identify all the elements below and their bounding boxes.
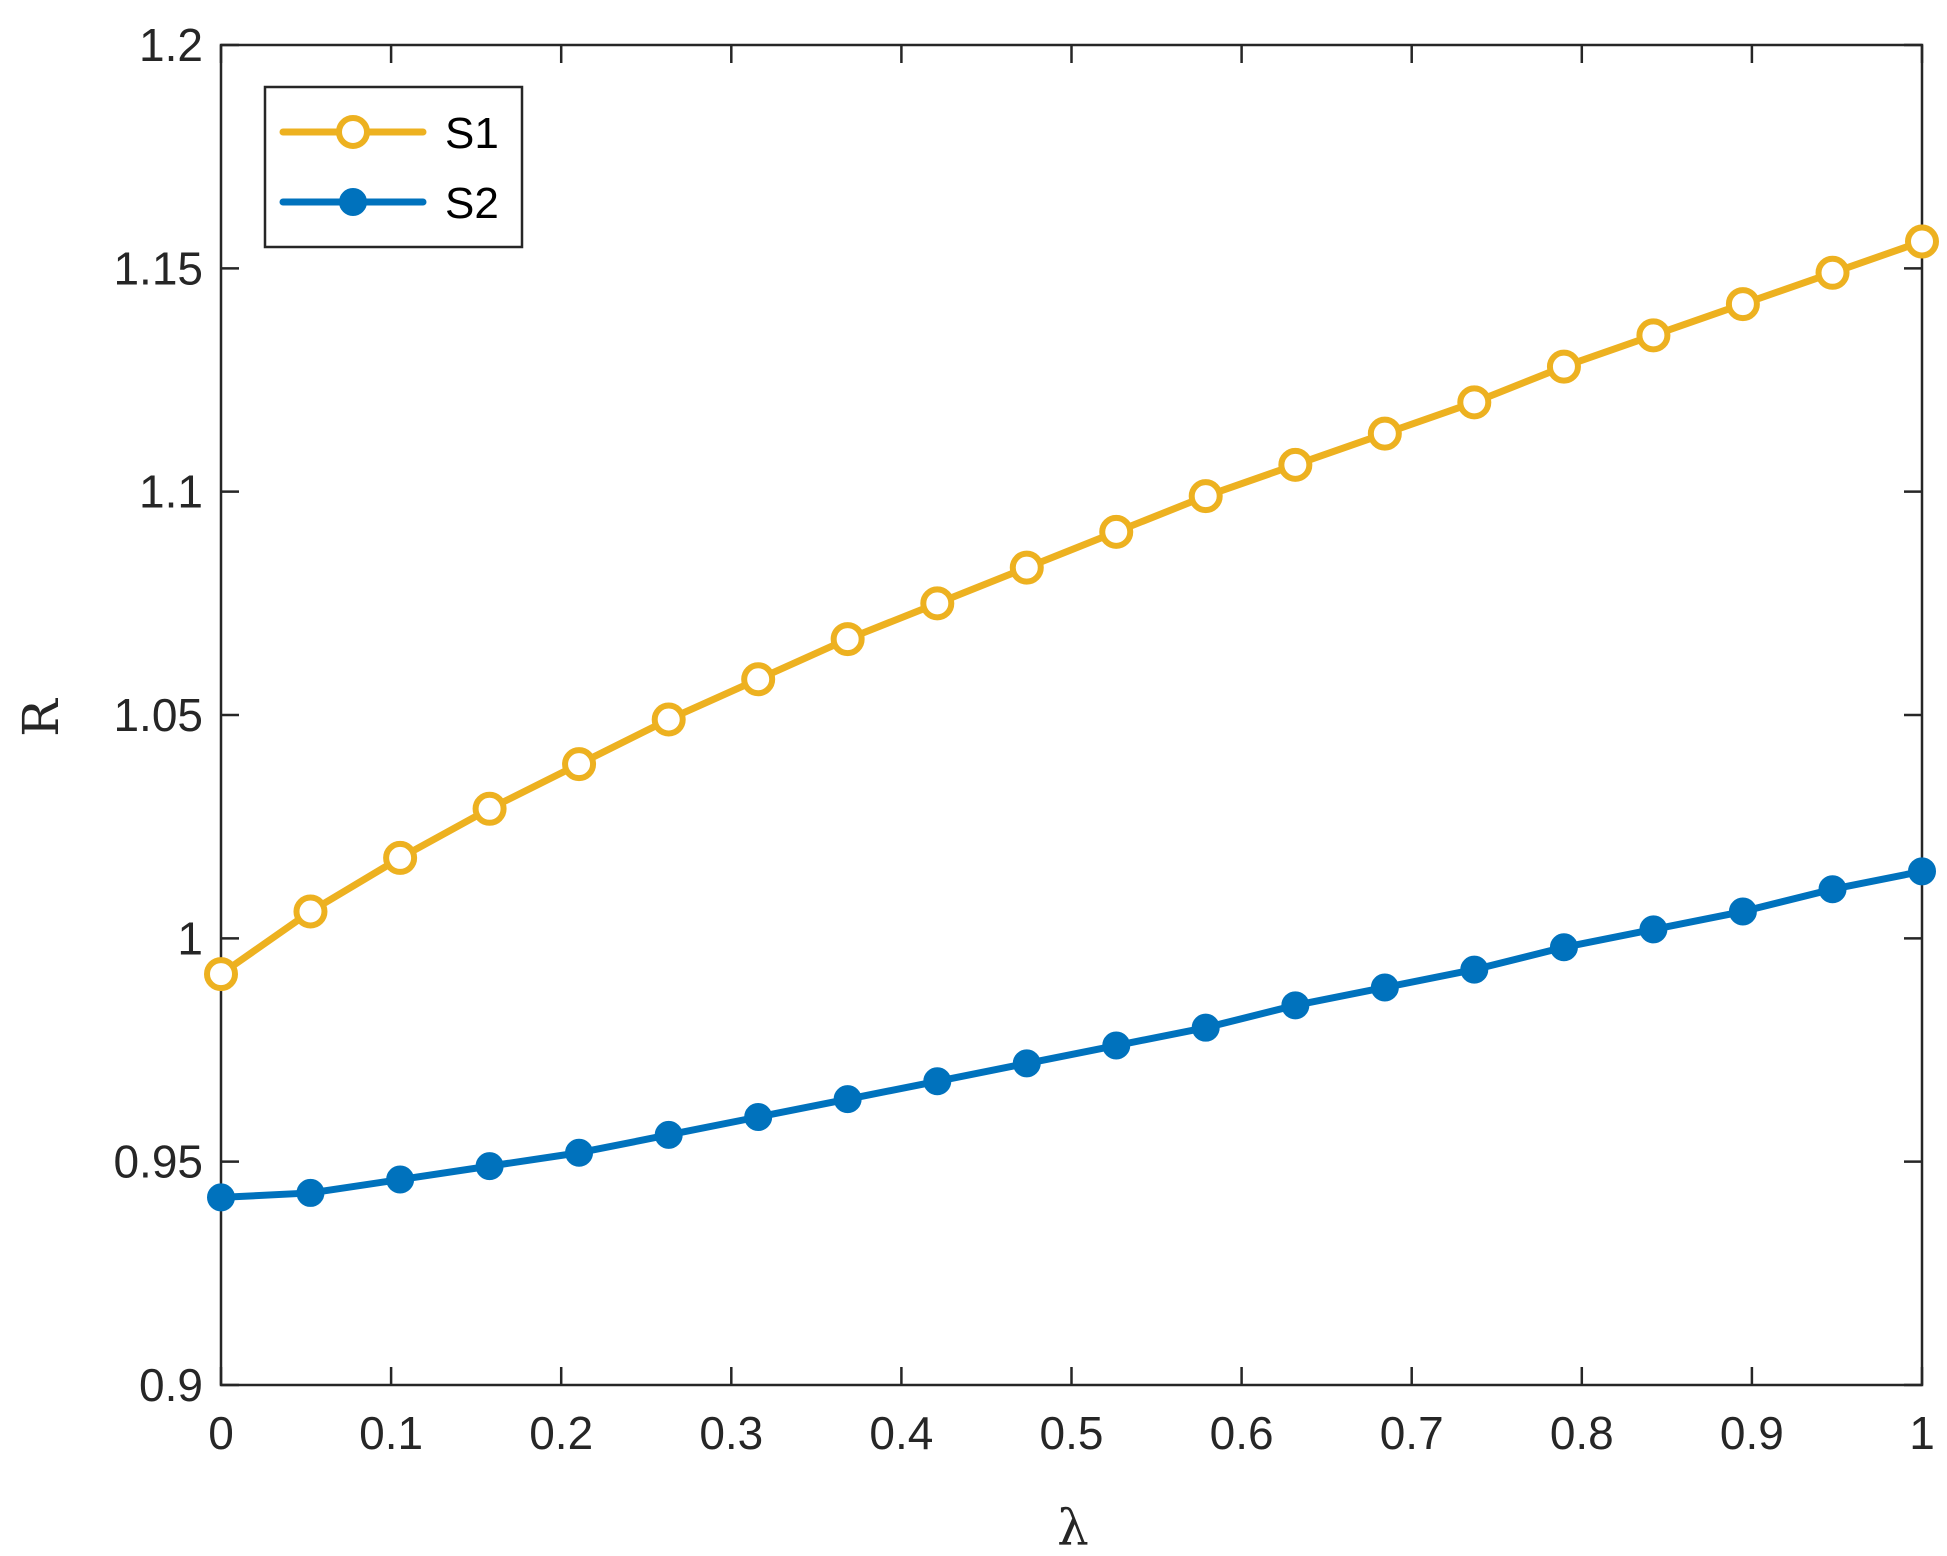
data-point-s2 [654,1120,683,1149]
data-point-s1 [472,791,507,826]
data-point-s1 [1905,224,1939,259]
data-point-s1 [1009,550,1044,585]
x-tick-label: 1 [1909,1407,1935,1459]
data-point-s1 [1188,479,1223,514]
data-point-s2 [923,1067,952,1096]
x-tick-label: 0.7 [1380,1407,1444,1459]
x-tick-label: 0.4 [869,1407,933,1459]
data-point-s2 [296,1178,325,1207]
data-point-s2 [1281,991,1310,1020]
x-tick-label: 0.6 [1210,1407,1274,1459]
legend-marker-s2 [339,188,367,216]
data-point-s1 [1725,287,1760,322]
data-point-s1 [1367,416,1402,451]
x-tick-label: 0.2 [529,1407,593,1459]
data-point-s2 [1012,1049,1041,1078]
data-point-s1 [1278,447,1313,482]
data-point-s1 [1815,255,1850,290]
data-point-s2 [1728,897,1757,926]
legend-box [263,85,524,249]
data-point-s1 [920,586,955,621]
data-point-s2 [475,1152,504,1181]
data-point-s1 [830,622,865,657]
plot-area: 0 0.1 0.2 0.3 0.4 0.5 0.6 0.7 0.8 0.9 1 0.9 0.95 1 1.0… [113,19,1939,1459]
y-tick-label: 0.95 [113,1136,203,1188]
data-point-s2 [1818,875,1847,904]
x-axis-label: λ [1057,1499,1089,1556]
data-point-s2 [1639,915,1668,944]
y-tick-label: 1 [177,912,203,964]
x-tick-label: 0.8 [1550,1407,1614,1459]
y-tick-label: 0.9 [139,1359,203,1411]
data-point-s1 [204,957,238,992]
data-point-s1 [383,840,418,875]
data-point-s1 [651,702,686,737]
y-tick-label: 1.15 [113,242,203,294]
x-tick-label: 0.9 [1720,1407,1784,1459]
data-point-s2 [386,1165,415,1194]
data-point-s1 [562,747,597,782]
data-point-s2 [833,1085,862,1114]
legend-label-s2: S2 [445,179,499,228]
y-tick-label: 1.1 [139,466,203,518]
data-point-s2 [1460,955,1489,984]
data-point-s1 [1546,349,1581,384]
data-point-s1 [741,662,776,697]
data-point-s2 [744,1103,773,1131]
data-point-s2 [1370,973,1399,1002]
data-point-s1 [1636,318,1671,353]
x-tick-label: 0 [208,1407,234,1459]
legend-marker-s1 [336,115,370,149]
y-tick-label: 1.05 [113,689,203,741]
x-tick-label: 0.3 [699,1407,763,1459]
y-axis-label: R [12,698,70,737]
data-point-s2 [1102,1031,1131,1060]
y-tick-label: 1.2 [139,19,203,71]
series-line-s2 [217,867,1926,1201]
data-point-s2 [207,1183,235,1212]
x-tick-label: 0.1 [359,1407,423,1459]
legend-label-s1: S1 [445,109,499,158]
data-point-s2 [1549,933,1578,962]
data-point-s1 [1457,385,1492,420]
data-point-s2 [1908,857,1936,886]
x-tick-label: 0.5 [1040,1407,1104,1459]
data-point-s1 [293,894,328,929]
data-point-s2 [565,1138,594,1167]
data-point-s1 [1099,514,1134,549]
data-point-s2 [1191,1013,1220,1042]
